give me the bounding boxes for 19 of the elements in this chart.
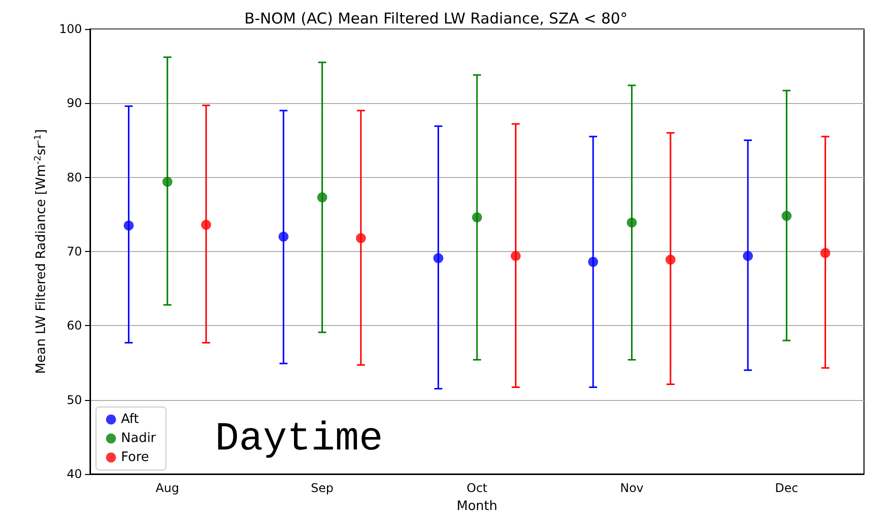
y-tick-label: 60 [66,318,82,333]
y-axis-title: Mean LW Filtered Radiance [Wm-2sr-1] [34,129,50,374]
x-tick-label: Dec [774,481,798,495]
y-tick-label: 90 [66,96,82,110]
y-tick-label: 80 [66,170,82,184]
y-tick-label: 100 [59,22,82,36]
y-tick-label: 50 [66,392,82,407]
x-axis-title: Month [456,499,498,514]
legend-label: Fore [121,450,150,465]
y-tick-label: 40 [66,467,82,481]
x-tick-label: Oct [466,481,488,495]
legend-label: Nadir [121,431,157,446]
x-tick-label: Aug [156,481,180,495]
x-tick-label: Nov [620,481,644,495]
annotation: Daytime [215,418,384,462]
chart-title: B-NOM (AC) Mean Filtered LW Radiance, SZA < 80° [244,10,628,28]
y-tick-label: 70 [66,244,82,258]
x-tick-label: Sep [310,481,334,495]
legend-label: Aft [121,412,139,427]
